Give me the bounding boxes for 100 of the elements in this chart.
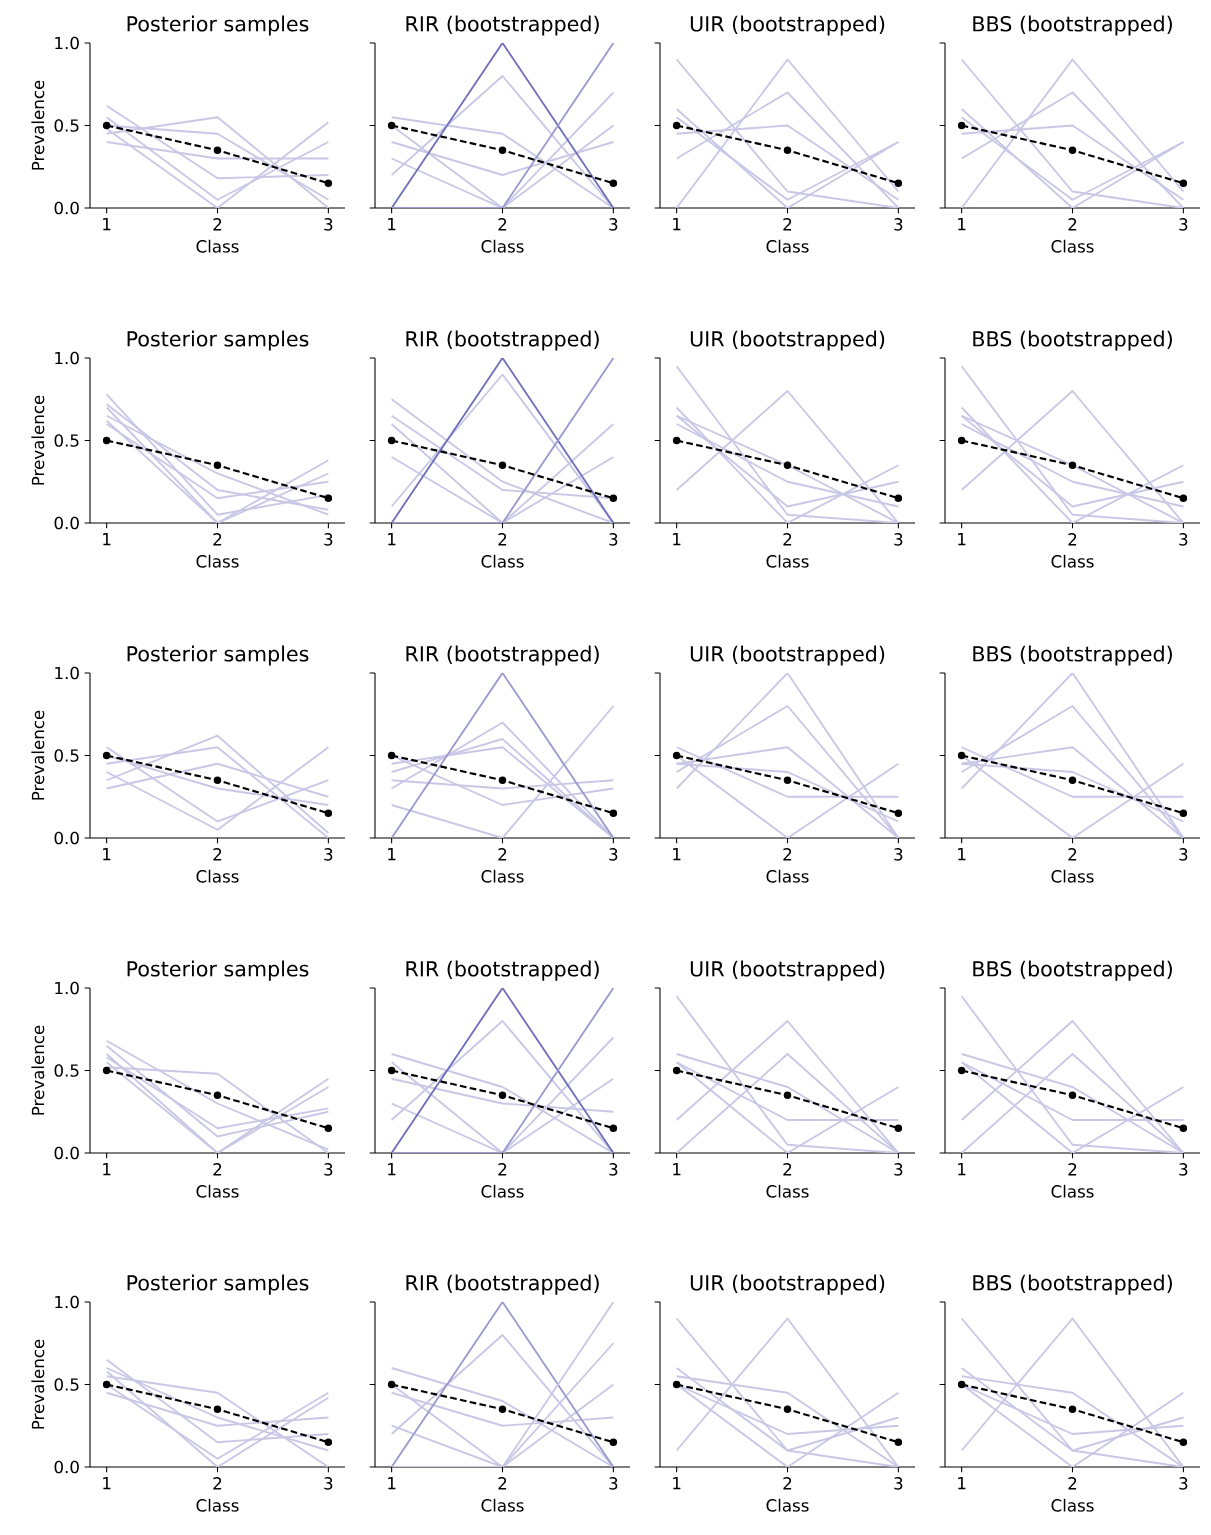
x-axis-title: Class (1051, 869, 1094, 883)
x-tick-label: 1 (103, 533, 111, 546)
chart-title: Posterior samples (127, 960, 309, 981)
x-tick-label: 1 (958, 1163, 966, 1176)
x-tick-label: 3 (324, 533, 333, 546)
x-tick-label: 2 (213, 533, 222, 546)
x-tick-label: 1 (673, 848, 681, 861)
x-tick-label: 3 (894, 1477, 903, 1490)
y-tick-label: 1.0 (55, 36, 79, 50)
x-tick-label: 3 (324, 1477, 333, 1490)
y-axis-title: Prevalence (31, 1025, 45, 1115)
x-tick-label: 2 (213, 218, 222, 231)
chart-title: RIR (bootstrapped) (406, 1274, 599, 1295)
x-tick-label: 2 (498, 533, 507, 546)
x-tick-label: 3 (1179, 1163, 1188, 1176)
chart-title: BBS (bootstrapped) (973, 645, 1172, 666)
x-tick-label: 2 (1068, 1477, 1077, 1490)
x-axis-title: Class (1051, 554, 1094, 568)
x-tick-label: 3 (609, 848, 618, 861)
x-axis-title: Class (766, 1184, 809, 1198)
x-tick-label: 3 (609, 218, 618, 231)
x-tick-label: 1 (388, 1477, 396, 1490)
x-tick-label: 1 (673, 1163, 681, 1176)
x-tick-label: 2 (1068, 218, 1077, 231)
y-tick-label: 0.5 (54, 749, 79, 762)
x-tick-label: 1 (673, 533, 681, 546)
x-tick-label: 3 (1179, 1477, 1188, 1490)
x-tick-label: 1 (673, 1477, 681, 1490)
x-tick-label: 1 (103, 1477, 111, 1490)
x-tick-label: 3 (324, 218, 333, 231)
x-tick-label: 3 (1179, 848, 1188, 861)
x-tick-label: 3 (894, 1163, 903, 1176)
x-axis-title: Class (766, 554, 809, 568)
y-tick-label: 0.5 (54, 119, 79, 132)
y-tick-label: 1.0 (55, 666, 79, 680)
x-tick-label: 2 (1068, 533, 1077, 546)
x-tick-label: 3 (1179, 218, 1188, 231)
x-axis-title: Class (481, 554, 524, 568)
chart-title: UIR (bootstrapped) (690, 15, 885, 36)
y-axis-title: Prevalence (31, 1339, 45, 1429)
chart-title: BBS (bootstrapped) (973, 960, 1172, 981)
x-tick-label: 2 (783, 218, 792, 231)
x-tick-label: 2 (213, 848, 222, 861)
y-axis-title: Prevalence (31, 80, 45, 170)
x-tick-label: 1 (388, 1163, 396, 1176)
x-tick-label: 3 (894, 848, 903, 861)
chart-title: BBS (bootstrapped) (973, 1274, 1172, 1295)
x-axis-title: Class (1051, 239, 1094, 253)
x-axis-title: Class (481, 869, 524, 883)
x-tick-label: 1 (388, 848, 396, 861)
chart-title: UIR (bootstrapped) (690, 645, 885, 666)
x-tick-label: 3 (324, 1163, 333, 1176)
x-tick-label: 1 (103, 1163, 111, 1176)
x-tick-label: 2 (783, 533, 792, 546)
x-tick-label: 1 (958, 533, 966, 546)
x-tick-label: 2 (783, 1163, 792, 1176)
chart-title: BBS (bootstrapped) (973, 15, 1172, 36)
x-axis-title: Class (481, 1498, 524, 1512)
x-tick-label: 1 (958, 848, 966, 861)
x-axis-title: Class (766, 239, 809, 253)
x-tick-label: 2 (498, 848, 507, 861)
x-axis-title: Class (196, 554, 239, 568)
x-tick-label: 1 (388, 533, 396, 546)
chart-title: Posterior samples (127, 330, 309, 351)
chart-title: RIR (bootstrapped) (406, 15, 599, 36)
chart-title: RIR (bootstrapped) (406, 645, 599, 666)
x-tick-label: 3 (609, 1163, 618, 1176)
x-axis-title: Class (766, 869, 809, 883)
x-axis-title: Class (481, 1184, 524, 1198)
x-tick-label: 3 (894, 218, 903, 231)
y-tick-label: 1.0 (55, 981, 79, 995)
y-tick-label: 0.0 (54, 201, 79, 215)
y-tick-label: 0.5 (54, 1064, 79, 1077)
chart-title: UIR (bootstrapped) (690, 960, 885, 981)
chart-title: Posterior samples (127, 15, 309, 36)
x-tick-label: 2 (1068, 848, 1077, 861)
x-axis-title: Class (1051, 1184, 1094, 1198)
x-tick-label: 3 (609, 533, 618, 546)
y-tick-label: 0.5 (54, 1378, 79, 1391)
x-tick-label: 3 (609, 1477, 618, 1490)
x-tick-label: 2 (498, 1163, 507, 1176)
x-tick-label: 2 (783, 848, 792, 861)
x-axis-title: Class (1051, 1498, 1094, 1512)
x-tick-label: 1 (673, 218, 681, 231)
x-tick-label: 1 (103, 848, 111, 861)
y-tick-label: 0.0 (54, 831, 79, 845)
x-axis-title: Class (196, 1498, 239, 1512)
y-tick-label: 1.0 (55, 351, 79, 365)
y-axis-title: Prevalence (31, 710, 45, 800)
chart-title: Posterior samples (127, 1274, 309, 1295)
x-tick-label: 3 (324, 848, 333, 861)
x-tick-label: 2 (498, 218, 507, 231)
x-axis-title: Class (196, 869, 239, 883)
x-tick-label: 2 (498, 1477, 507, 1490)
x-axis-title: Class (766, 1498, 809, 1512)
x-tick-label: 3 (894, 533, 903, 546)
x-tick-label: 2 (783, 1477, 792, 1490)
chart-title: UIR (bootstrapped) (690, 330, 885, 351)
x-tick-label: 2 (213, 1477, 222, 1490)
x-axis-title: Class (481, 239, 524, 253)
